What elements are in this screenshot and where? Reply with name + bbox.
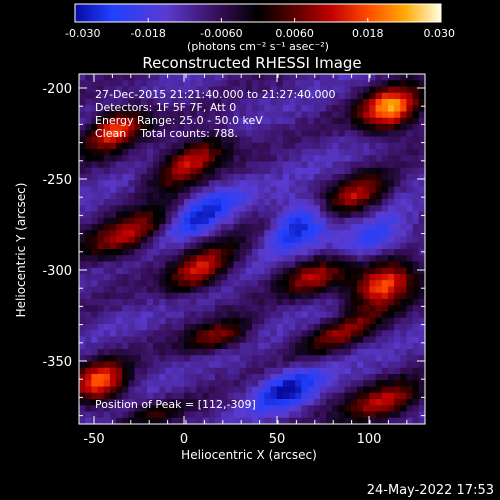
plot-frame (78, 73, 426, 425)
colorbar-gradient (74, 3, 442, 23)
info-line-energy: Energy Range: 25.0 - 50.0 keV (95, 114, 263, 127)
colorbar: -0.030 -0.018 -0.0060 0.0060 0.018 0.030 (pho… (65, 3, 455, 53)
y-tick-label: -350 (42, 355, 72, 370)
colorbar-tick-label: -0.0060 (200, 27, 242, 40)
y-axis-title: Heliocentric Y (arcsec) (14, 183, 28, 318)
y-axis-tick-labels: -200 -250 -300 -350 (42, 82, 72, 370)
x-tick-label: 100 (357, 432, 382, 447)
y-tick-label: -250 (42, 173, 72, 188)
colorbar-ticks: -0.030 -0.018 -0.0060 0.0060 0.018 0.030 (65, 18, 455, 40)
info-line-counts: Clean Total counts: 788. (95, 127, 238, 140)
y-tick-label: -300 (42, 264, 72, 279)
x-tick-label: 50 (269, 432, 286, 447)
colorbar-tick-label: 0.018 (352, 27, 384, 40)
image-title: Reconstructed RHESSI Image (142, 54, 361, 72)
rhessi-image (78, 73, 426, 425)
colorbar-tick-label: 0.0060 (275, 27, 314, 40)
x-tick-label: -50 (83, 432, 104, 447)
peak-position-text: Position of Peak = [112,-309] (95, 398, 256, 411)
footer-timestamp: 24-May-2022 17:53 (367, 483, 494, 498)
info-text: 27-Dec-2015 21:21:40.000 to 21:27:40.000… (95, 88, 336, 411)
info-line-time: 27-Dec-2015 21:21:40.000 to 21:27:40.000 (95, 88, 336, 101)
info-line-detectors: Detectors: 1F 5F 7F, Att 0 (95, 101, 236, 114)
x-axis-title: Heliocentric X (arcsec) (181, 448, 317, 462)
heatmap (79, 74, 426, 425)
colorbar-units-label: (photons cm⁻² s⁻¹ asec⁻²) (187, 40, 329, 53)
x-tick-label: 0 (180, 432, 188, 447)
y-tick-label: -200 (42, 82, 72, 97)
colorbar-tick-label: -0.018 (130, 27, 165, 40)
x-axis-tick-labels: -50 0 50 100 (83, 432, 381, 447)
colorbar-tick-label: -0.030 (65, 27, 100, 40)
colorbar-tick-label: 0.030 (424, 27, 456, 40)
axis-ticks (79, 74, 425, 424)
